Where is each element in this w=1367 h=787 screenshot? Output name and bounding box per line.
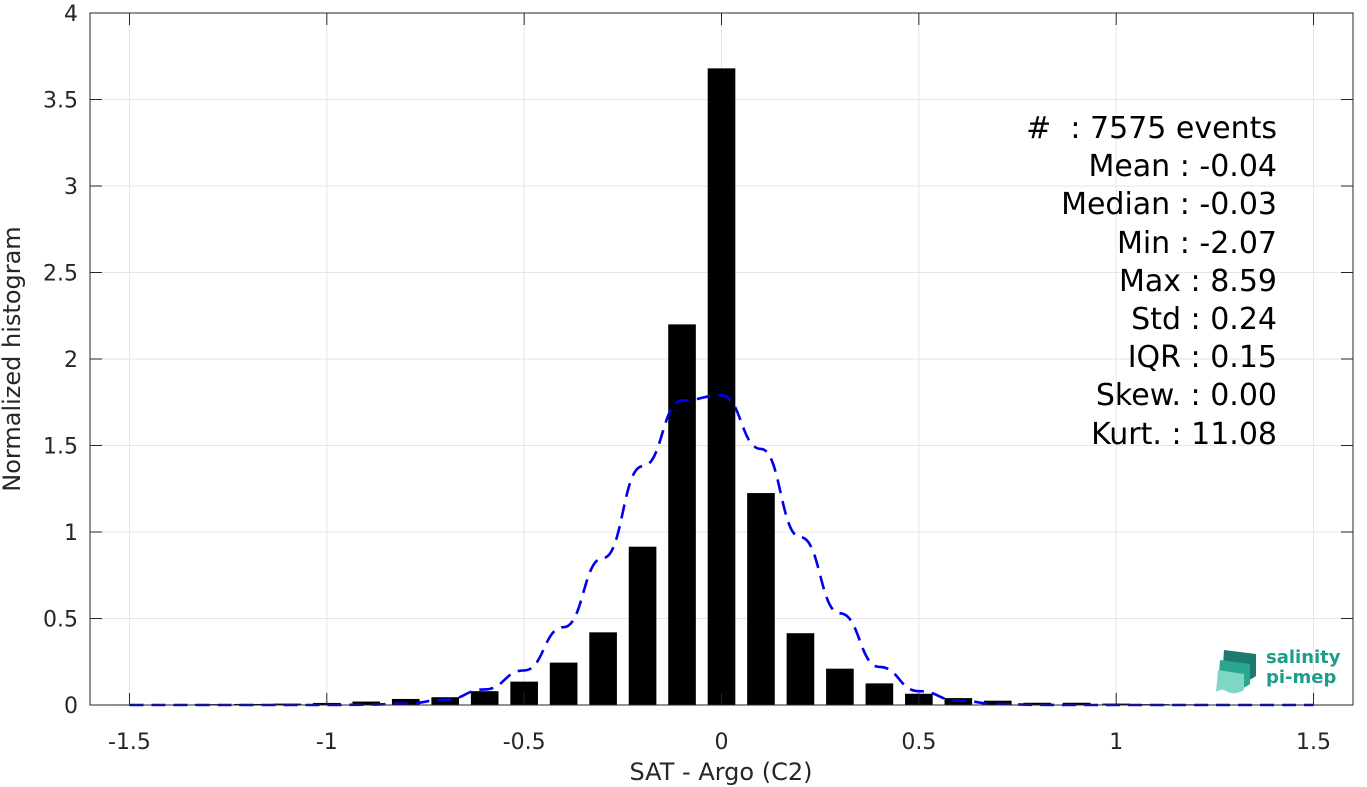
stat-name: # : bbox=[1026, 111, 1091, 146]
y-axis-label: Normalized histogram bbox=[0, 226, 26, 491]
y-tick-label: 2 bbox=[64, 348, 78, 373]
stat-row: IQR : 0.15 bbox=[1026, 339, 1277, 377]
stat-value: 7575 events bbox=[1090, 111, 1277, 146]
stat-row: Skew. : 0.00 bbox=[1026, 377, 1277, 415]
stat-name: Median : bbox=[1061, 187, 1200, 223]
histogram-bar bbox=[786, 633, 815, 705]
stat-name: Mean : bbox=[1088, 149, 1200, 185]
stat-row: Mean : -0.04 bbox=[1026, 148, 1277, 186]
axis-ticks bbox=[90, 12, 1353, 706]
stat-name: Max : bbox=[1119, 263, 1211, 299]
stat-row: Kurt. : 11.08 bbox=[1026, 416, 1277, 454]
y-tick-label: 1 bbox=[64, 521, 78, 546]
logo-icon bbox=[1216, 650, 1256, 694]
stat-name: Kurt. : bbox=[1091, 416, 1192, 452]
histogram-bar bbox=[747, 493, 775, 705]
histogram-bar bbox=[470, 691, 499, 705]
histogram-bar bbox=[352, 701, 381, 705]
stat-name: IQR : bbox=[1127, 340, 1211, 376]
salinity-pi-mep-logo: salinity pi-mep bbox=[1216, 646, 1346, 694]
stat-value: 0.00 bbox=[1210, 378, 1277, 414]
stat-row: Std : 0.24 bbox=[1026, 301, 1277, 339]
stat-row: # : 7575 events bbox=[1026, 110, 1277, 148]
x-tick-label: -1 bbox=[316, 730, 338, 755]
y-tick-label: 3 bbox=[64, 175, 78, 200]
stat-value: -0.03 bbox=[1199, 187, 1277, 223]
y-tick-label: 4 bbox=[64, 2, 78, 27]
x-tick-label: -0.5 bbox=[503, 730, 546, 755]
x-axis-label: SAT - Argo (C2) bbox=[630, 758, 813, 786]
stat-name: Skew. : bbox=[1095, 378, 1211, 414]
histogram-bar bbox=[391, 698, 420, 705]
y-tick-label: 1.5 bbox=[43, 435, 78, 460]
stat-value: 0.15 bbox=[1210, 340, 1277, 376]
x-tick-labels: -1.5 -1 -0.5 0 0.5 1 1.5 bbox=[108, 730, 1331, 755]
x-tick-label: -1.5 bbox=[108, 730, 151, 755]
y-tick-label: 0 bbox=[64, 694, 78, 719]
x-tick-label: 0.5 bbox=[901, 730, 936, 755]
y-tick-labels: 0 0.5 1 1.5 2 2.5 3 3.5 4 bbox=[43, 2, 78, 719]
histogram-bar bbox=[668, 324, 696, 705]
histogram-bar bbox=[707, 68, 736, 706]
stat-value: -0.04 bbox=[1199, 149, 1277, 185]
gaussian-fit-curve bbox=[129, 394, 1314, 707]
stat-value: 11.08 bbox=[1191, 416, 1277, 452]
y-tick-label: 2.5 bbox=[43, 262, 78, 287]
stat-row: Max : 8.59 bbox=[1026, 263, 1277, 301]
x-tick-label: 1 bbox=[1109, 730, 1123, 755]
histogram-bar bbox=[628, 546, 657, 705]
histogram-bar bbox=[826, 668, 854, 705]
stat-name: Std : bbox=[1131, 302, 1211, 338]
stat-name: Min : bbox=[1116, 225, 1200, 261]
x-tick-label: 0 bbox=[715, 730, 729, 755]
logo-line-1: salinity bbox=[1266, 647, 1341, 668]
statistics-box: # : 7575 events Mean : -0.04 Median : -0.0… bbox=[1026, 110, 1277, 454]
stat-value: 0.24 bbox=[1210, 302, 1277, 338]
y-tick-label: 3.5 bbox=[43, 89, 78, 114]
stat-row: Median : -0.03 bbox=[1026, 186, 1277, 224]
stat-value: -2.07 bbox=[1199, 225, 1277, 261]
histogram-bars bbox=[115, 68, 1328, 706]
histogram-bar bbox=[865, 683, 894, 705]
histogram-bar bbox=[549, 662, 578, 705]
histogram-bar bbox=[589, 632, 617, 705]
x-tick-label: 1.5 bbox=[1296, 730, 1331, 755]
histogram-bar bbox=[1023, 702, 1052, 705]
y-tick-label: 0.5 bbox=[43, 608, 78, 633]
logo-line-2: pi-mep bbox=[1266, 667, 1337, 688]
stat-row: Min : -2.07 bbox=[1026, 225, 1277, 263]
stat-value: 8.59 bbox=[1210, 263, 1277, 299]
